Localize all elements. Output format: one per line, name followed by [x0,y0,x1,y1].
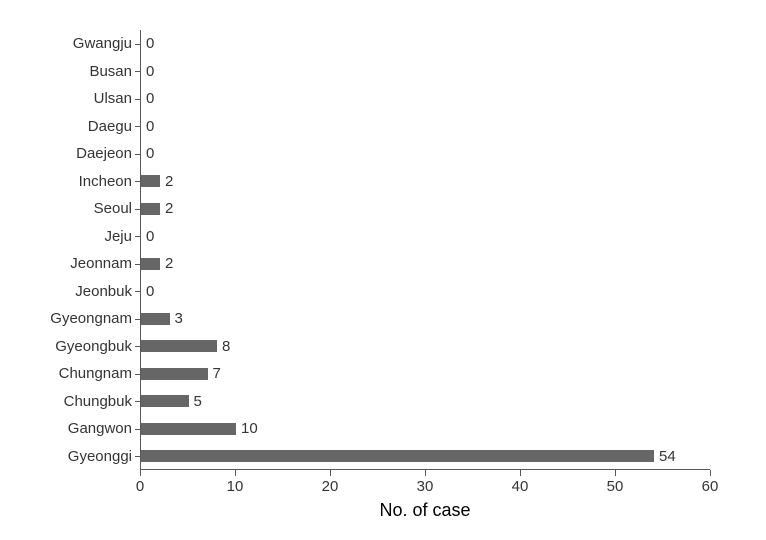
bar [141,395,189,407]
y-tick [135,346,140,347]
x-tick-label: 0 [136,478,144,495]
category-label: Jeju [104,228,132,245]
bar-value-label: 2 [165,200,173,217]
bar-value-label: 0 [146,283,154,300]
bar-value-label: 0 [146,118,154,135]
category-label: Gangwon [68,420,132,437]
y-tick [135,209,140,210]
y-tick [135,401,140,402]
bar-value-label: 3 [175,310,183,327]
y-tick [135,319,140,320]
bar [141,450,654,462]
chart-container: No. of case 01020304050600Gwangju0Busan0… [0,0,766,540]
y-tick [135,71,140,72]
y-tick [135,291,140,292]
bar-value-label: 5 [194,393,202,410]
bar [141,423,236,435]
y-tick [135,236,140,237]
y-tick [135,154,140,155]
category-label: Gyeongnam [50,310,132,327]
bar-value-label: 2 [165,173,173,190]
bar-value-label: 0 [146,228,154,245]
category-label: Incheon [79,173,132,190]
category-label: Daejeon [76,145,132,162]
category-label: Seoul [94,200,132,217]
x-tick-label: 20 [322,478,339,495]
bar-value-label: 54 [659,448,676,465]
category-label: Gyeongbuk [55,338,132,355]
x-tick [140,470,141,476]
y-tick [135,374,140,375]
category-label: Gwangju [73,35,132,52]
x-tick-label: 10 [227,478,244,495]
y-tick [135,456,140,457]
category-label: Gyeonggi [68,448,132,465]
x-tick [425,470,426,476]
bar [141,340,217,352]
category-label: Jeonbuk [75,283,132,300]
y-tick [135,44,140,45]
x-tick-label: 30 [417,478,434,495]
bar-value-label: 7 [213,365,221,382]
bar-value-label: 8 [222,338,230,355]
category-label: Chungnam [59,365,132,382]
x-tick-label: 50 [607,478,624,495]
x-tick-label: 60 [702,478,719,495]
y-tick [135,99,140,100]
bar [141,175,160,187]
bar-value-label: 0 [146,90,154,107]
bar-value-label: 0 [146,63,154,80]
x-tick-label: 40 [512,478,529,495]
bar [141,258,160,270]
y-tick [135,181,140,182]
x-axis-title: No. of case [379,500,470,521]
y-tick [135,264,140,265]
category-label: Ulsan [94,90,132,107]
x-tick [330,470,331,476]
bar [141,368,208,380]
category-label: Chungbuk [64,393,132,410]
category-label: Jeonnam [70,255,132,272]
x-tick [520,470,521,476]
y-tick [135,429,140,430]
bar [141,313,170,325]
x-tick [710,470,711,476]
bar-value-label: 10 [241,420,258,437]
x-tick [615,470,616,476]
bar-value-label: 0 [146,145,154,162]
x-tick [235,470,236,476]
category-label: Busan [89,63,132,80]
bar-value-label: 2 [165,255,173,272]
category-label: Daegu [88,118,132,135]
y-tick [135,126,140,127]
bar [141,203,160,215]
bar-value-label: 0 [146,35,154,52]
plot-area [140,30,710,470]
